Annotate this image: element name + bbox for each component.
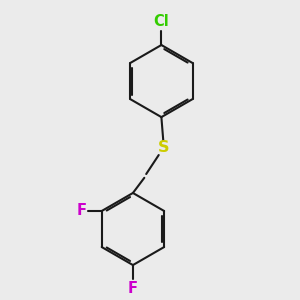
Text: F: F bbox=[77, 203, 87, 218]
Text: S: S bbox=[158, 140, 169, 155]
Text: Cl: Cl bbox=[154, 14, 169, 29]
Text: F: F bbox=[128, 281, 138, 296]
